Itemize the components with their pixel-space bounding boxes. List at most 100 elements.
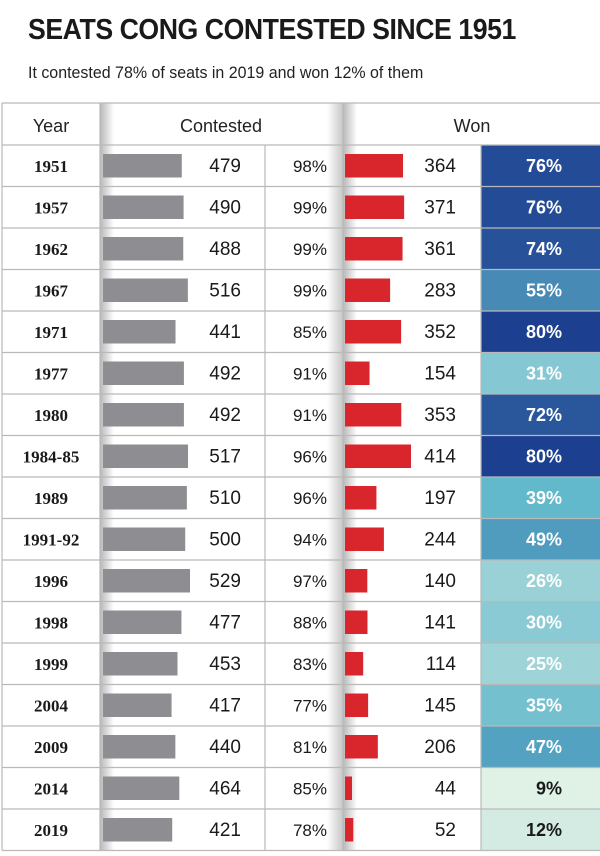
header-year: Year xyxy=(33,116,69,136)
year-label: 2014 xyxy=(34,779,69,798)
won-bar xyxy=(345,361,370,385)
won-pct: 76% xyxy=(526,156,562,176)
year-label: 1971 xyxy=(34,323,68,342)
contested-pct: 99% xyxy=(293,281,327,300)
won-bar xyxy=(345,527,384,551)
year-label: 1977 xyxy=(34,364,69,383)
contested-pct: 85% xyxy=(293,779,327,798)
won-bar xyxy=(345,735,378,759)
won-pct-cell xyxy=(481,726,600,768)
won-value: 353 xyxy=(424,405,456,426)
contested-value: 440 xyxy=(209,737,241,758)
year-label: 1951 xyxy=(34,157,68,176)
won-bar xyxy=(345,818,354,842)
won-bar xyxy=(345,320,402,344)
contested-value: 517 xyxy=(209,446,241,467)
won-pct-cell xyxy=(481,767,600,809)
won-bar xyxy=(345,154,404,178)
won-pct: 12% xyxy=(526,820,562,840)
won-value: 114 xyxy=(426,654,457,675)
chart-title: SEATS CONG CONTESTED SINCE 1951 xyxy=(28,14,516,46)
contested-value: 479 xyxy=(209,156,241,177)
contested-value: 492 xyxy=(209,405,241,426)
won-bar xyxy=(345,569,368,593)
won-pct-cell xyxy=(481,601,600,643)
contested-value: 510 xyxy=(209,488,241,509)
won-bar xyxy=(345,278,391,302)
won-pct: 26% xyxy=(526,571,562,591)
year-label: 1957 xyxy=(34,198,69,217)
contested-bar xyxy=(103,776,180,800)
year-label: 1989 xyxy=(34,489,68,508)
contested-pct: 88% xyxy=(293,613,327,632)
won-pct: 80% xyxy=(526,446,562,466)
won-pct: 35% xyxy=(526,695,562,715)
contested-bar xyxy=(103,444,189,468)
won-pct-cell xyxy=(481,560,600,602)
won-value: 283 xyxy=(424,280,456,301)
won-value: 141 xyxy=(424,612,456,633)
won-pct: 72% xyxy=(526,405,562,425)
contested-bar xyxy=(103,154,182,178)
won-pct-cell xyxy=(481,228,600,270)
won-pct: 49% xyxy=(526,529,562,549)
won-value: 52 xyxy=(435,820,456,841)
won-pct-cell xyxy=(481,643,600,685)
won-value: 197 xyxy=(424,488,456,509)
won-pct-cell xyxy=(481,186,600,228)
won-pct: 39% xyxy=(526,488,562,508)
won-pct: 74% xyxy=(526,239,562,259)
contested-bar xyxy=(103,320,176,344)
header-contested: Contested xyxy=(180,116,262,136)
contested-value: 488 xyxy=(209,239,241,260)
won-value: 364 xyxy=(424,156,456,177)
year-label: 1998 xyxy=(34,613,68,632)
won-value: 145 xyxy=(424,695,456,716)
won-bar xyxy=(345,610,368,634)
contested-bar xyxy=(103,569,190,593)
contested-value: 417 xyxy=(209,695,241,716)
won-pct: 55% xyxy=(526,280,562,300)
contested-bar xyxy=(103,652,178,676)
year-label: 1980 xyxy=(34,406,68,425)
won-pct-cell xyxy=(481,311,600,353)
won-pct-cell xyxy=(481,435,600,477)
contested-value: 477 xyxy=(209,612,241,633)
won-pct-cell xyxy=(481,809,600,851)
contested-pct: 91% xyxy=(293,364,327,383)
won-bar xyxy=(345,403,402,427)
won-bar xyxy=(345,776,353,800)
contested-pct: 96% xyxy=(293,447,327,466)
chart-subtitle: It contested 78% of seats in 2019 and wo… xyxy=(28,63,424,82)
contested-bar xyxy=(103,361,184,385)
contested-bar xyxy=(103,237,184,261)
won-pct: 31% xyxy=(526,363,562,383)
contested-pct: 97% xyxy=(293,572,327,591)
won-value: 140 xyxy=(424,571,456,592)
contested-value: 490 xyxy=(209,197,241,218)
year-label: 2004 xyxy=(34,696,69,715)
contested-bar xyxy=(103,818,173,842)
won-pct: 30% xyxy=(526,612,562,632)
won-pct: 9% xyxy=(536,778,562,798)
contested-value: 492 xyxy=(209,363,241,384)
won-value: 44 xyxy=(435,778,457,799)
contested-bar xyxy=(103,693,172,717)
contested-value: 516 xyxy=(209,280,241,301)
won-value: 244 xyxy=(424,529,456,550)
won-bar xyxy=(345,195,405,219)
contested-pct: 81% xyxy=(293,738,327,757)
won-pct-cell xyxy=(481,145,600,187)
won-bar xyxy=(345,237,403,261)
year-label: 1999 xyxy=(34,655,68,674)
won-pct: 47% xyxy=(526,737,562,757)
contested-bar xyxy=(103,278,188,302)
year-label: 1962 xyxy=(34,240,68,259)
year-label: 2019 xyxy=(34,821,68,840)
won-bar xyxy=(345,486,377,510)
contested-value: 500 xyxy=(209,529,241,550)
contested-bar xyxy=(103,195,184,219)
contested-bar xyxy=(103,527,186,551)
contested-pct: 99% xyxy=(293,240,327,259)
won-pct-cell xyxy=(481,518,600,560)
